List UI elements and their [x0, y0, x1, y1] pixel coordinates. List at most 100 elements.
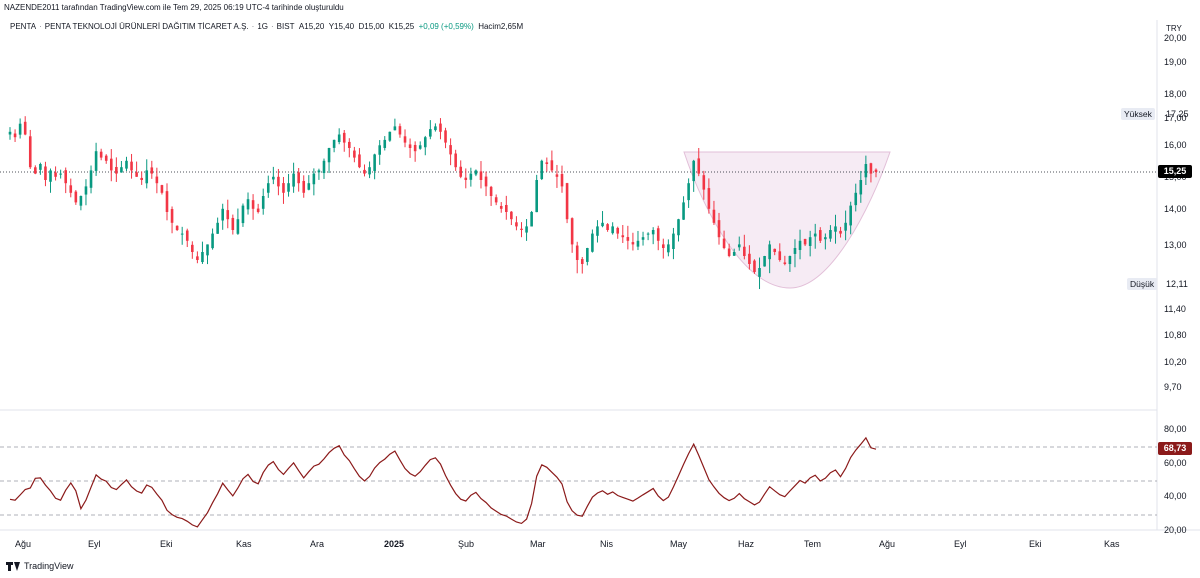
time-label: Mar	[530, 539, 546, 549]
candle-body	[479, 171, 483, 180]
candle-body	[565, 183, 569, 220]
rsi-value-badge: 68,73	[1158, 442, 1192, 455]
candle-body	[383, 139, 387, 148]
candle-body	[266, 183, 270, 193]
candle-body	[778, 251, 782, 260]
candle-body	[849, 205, 852, 226]
candle-body	[651, 230, 655, 235]
legend-name: PENTA TEKNOLOJİ ÜRÜNLERİ DAĞITIM TİCARET…	[44, 22, 249, 31]
candle-body	[261, 196, 265, 209]
candle-body	[403, 136, 407, 143]
candle-body	[732, 252, 736, 256]
candle-body	[150, 167, 154, 174]
candle-body	[363, 169, 366, 174]
candle-body	[439, 123, 442, 132]
candle-body	[515, 222, 518, 227]
legend-open: A15,20	[298, 22, 325, 31]
candle-body	[505, 204, 508, 212]
candle-body	[510, 211, 513, 220]
candle-body	[839, 230, 842, 234]
candle-body	[737, 244, 741, 248]
candle-body	[94, 151, 98, 171]
candle-body	[727, 248, 731, 256]
candle-body	[327, 148, 331, 163]
candlestick-series	[8, 116, 878, 290]
legend-symbol[interactable]: PENTA	[10, 22, 37, 31]
tradingview-logo-icon	[6, 561, 20, 571]
candle-body	[672, 233, 675, 249]
candle-body	[773, 248, 777, 252]
rsi-tick-label: 40,00	[1164, 491, 1187, 501]
candle-body	[575, 245, 579, 260]
legend-exchange: BIST	[276, 22, 295, 31]
candle-body	[646, 233, 650, 235]
price-tick-label: 16,00	[1164, 140, 1187, 150]
footer-brand[interactable]: TradingView	[6, 561, 74, 571]
candle-body	[484, 176, 488, 187]
legend-interval[interactable]: 1G	[257, 22, 268, 31]
candle-body	[160, 185, 164, 193]
candle-body	[859, 180, 863, 195]
candle-body	[535, 180, 538, 213]
cup-pattern-drawing[interactable]	[683, 151, 891, 289]
candle-body	[104, 155, 108, 161]
candle-body	[560, 174, 564, 187]
candle-body	[180, 233, 184, 235]
candle-body	[874, 169, 878, 172]
candle-body	[348, 141, 351, 148]
candle-body	[692, 160, 695, 182]
candle-body	[545, 162, 549, 164]
candle-body	[423, 137, 427, 148]
price-tick-label: 13,00	[1164, 240, 1187, 250]
candle-body	[135, 172, 138, 177]
candle-body	[307, 183, 311, 190]
candle-body	[59, 173, 62, 175]
candle-body	[717, 220, 721, 238]
time-axis-labels[interactable]: Ağu Eyl Eki Kas Ara 2025 Şub Mar Nis May Haz Tem Ağu…	[15, 539, 1120, 549]
candle-body	[869, 163, 873, 174]
candle-body	[641, 237, 645, 240]
candle-body	[626, 237, 630, 241]
candle-body	[302, 180, 306, 193]
candle-body	[49, 170, 52, 182]
candle-body	[231, 217, 235, 230]
candle-body	[530, 212, 533, 227]
candle-body	[813, 233, 817, 237]
candle-body	[444, 130, 447, 143]
price-tick-label: 17,00	[1164, 113, 1187, 123]
candle-body	[206, 244, 209, 256]
candle-body	[13, 133, 17, 138]
candle-body	[196, 256, 199, 260]
candle-body	[682, 202, 685, 220]
time-label: Ağu	[879, 539, 895, 549]
candle-body	[236, 219, 240, 234]
candle-body	[74, 191, 78, 203]
time-label: Tem	[804, 539, 821, 549]
candle-body	[788, 256, 792, 265]
candle-body	[586, 248, 589, 262]
candle-body	[459, 166, 463, 177]
candle-body	[282, 183, 285, 193]
candle-body	[712, 209, 716, 223]
candle-body	[464, 177, 468, 180]
candle-body	[570, 218, 574, 245]
candle-body	[743, 246, 746, 256]
candle-body	[834, 226, 837, 232]
candle-body	[373, 154, 376, 171]
candle-body	[616, 227, 620, 234]
candle-body	[854, 192, 858, 206]
candle-body	[358, 154, 361, 168]
candle-body	[621, 235, 625, 238]
high-marker-value: 17,25	[1166, 109, 1189, 119]
rsi-line	[9, 436, 877, 528]
rsi-axis-ticks[interactable]: 80,00 60,00 40,00 20,00	[1164, 424, 1187, 535]
candle-body	[580, 259, 584, 264]
candle-body	[631, 242, 635, 245]
time-label: Şub	[458, 539, 474, 549]
price-axis-ticks[interactable]: 20,0019,0018,0017,0016,0015,0014,0013,00…	[1164, 33, 1187, 392]
candle-body	[763, 256, 766, 267]
time-label: Eyl	[954, 539, 967, 549]
candle-body	[434, 126, 437, 131]
candle-body	[697, 158, 701, 174]
